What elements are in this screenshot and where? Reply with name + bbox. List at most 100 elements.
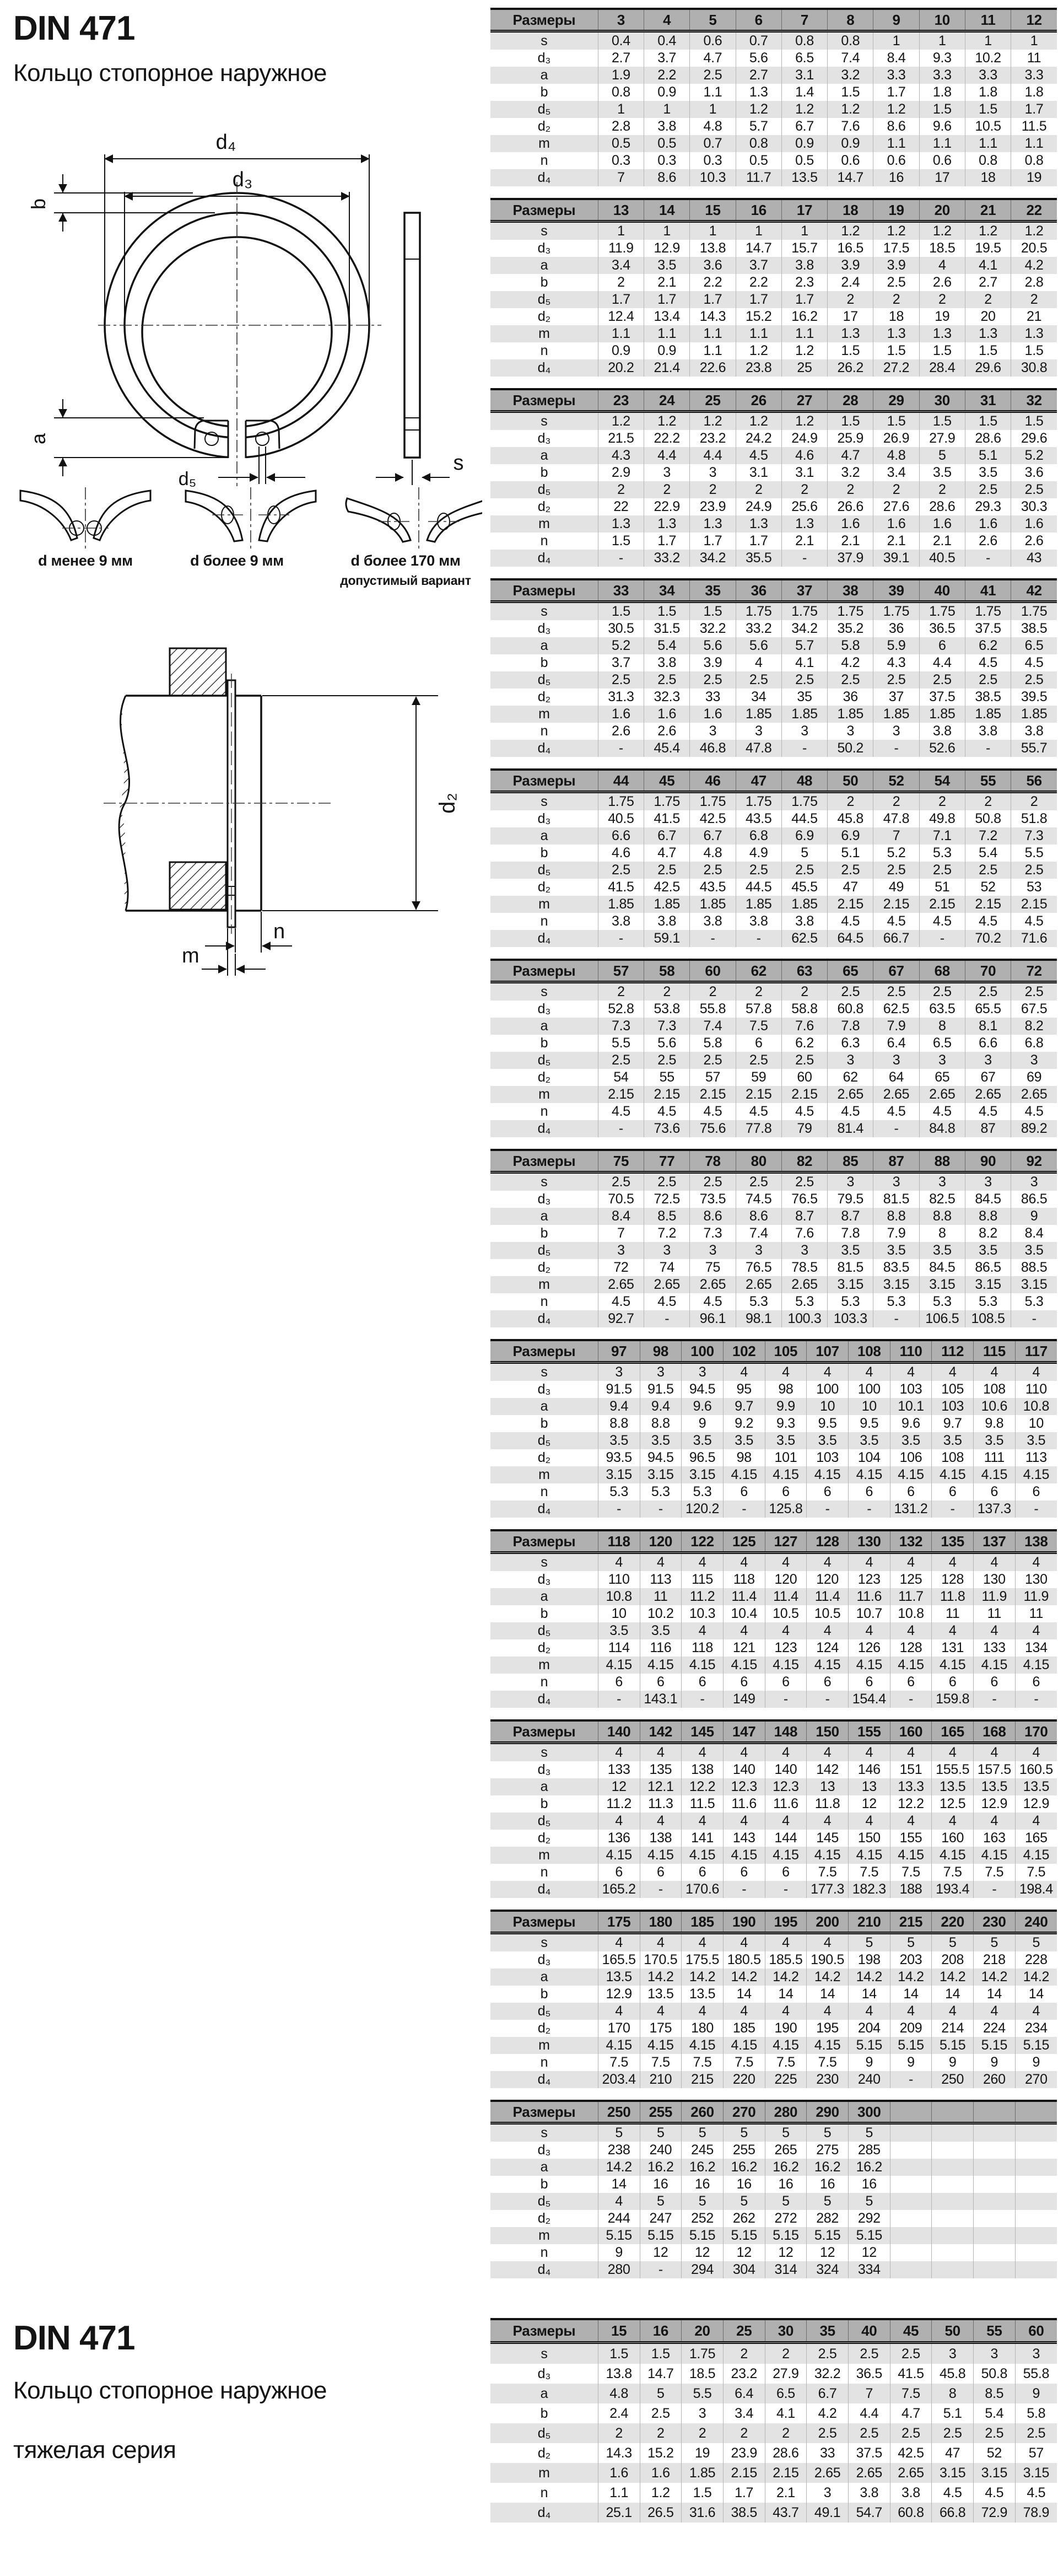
dim-value: 7.5 xyxy=(681,2054,724,2071)
dim-value: 4.4 xyxy=(644,447,690,464)
dim-value: 4.1 xyxy=(964,257,1011,274)
dim-value: 9 xyxy=(889,2054,932,2071)
size-col-header: 77 xyxy=(644,1149,690,1174)
dim-value: 4 xyxy=(1014,1813,1057,1830)
dim-value: 3 xyxy=(735,1242,782,1259)
row-label: m xyxy=(538,2465,550,2481)
dim-value: 5.15 xyxy=(597,2227,640,2244)
dim-value: 4 xyxy=(597,1933,640,1951)
dim-value xyxy=(973,2159,1016,2176)
dim-value: 5.15 xyxy=(848,2037,890,2054)
dim-value: 75.6 xyxy=(689,1120,736,1137)
dim-value: 4 xyxy=(722,2003,765,2020)
dim-value: 3 xyxy=(689,723,736,740)
dim-value: 83.5 xyxy=(873,1259,920,1276)
dim-value: 118 xyxy=(681,1639,724,1657)
row-label: d₄ xyxy=(537,1881,551,1897)
dim-value: 4 xyxy=(681,1552,724,1571)
dim-value: 5.3 xyxy=(735,1293,782,1310)
dim-value: 5 xyxy=(764,2193,807,2210)
din471-table-9: Размеры 118 120 122 125 127 128 130 132 135 137 138… xyxy=(490,1529,1057,1708)
dim-value: 3 xyxy=(639,1362,682,1381)
dim-value: 4 xyxy=(1014,1743,1057,1761)
dim-value: 3 xyxy=(781,723,828,740)
dim-value: 2.1 xyxy=(781,533,828,550)
dim-value: 3.4 xyxy=(873,464,920,481)
dim-value: 38.5 xyxy=(1011,620,1057,637)
dim-value: 121 xyxy=(722,1639,765,1657)
dim-value: 4.15 xyxy=(889,1466,932,1483)
dim-value: 4 xyxy=(806,1743,849,1761)
table-row: a 4.8 5 5.5 6.4 6.5 6.7 7 7.5 8 8.5 9 xyxy=(490,2384,1057,2403)
dim-value: 145 xyxy=(806,1830,849,1847)
size-col-header: 3 xyxy=(597,8,644,33)
table-row: m 2.15 2.15 2.15 2.15 2.15 2.65 2.65 2.65 2.65 2.6… xyxy=(490,1086,1057,1103)
dim-value: 262 xyxy=(722,2210,765,2227)
row-label: s xyxy=(541,1364,548,1380)
dim-value: 154.4 xyxy=(848,1691,890,1708)
table-row: d₃ 13.8 14.7 18.5 23.2 27.9 32.2 36.5 41.5 45.8 50… xyxy=(490,2364,1057,2384)
row-label: s xyxy=(541,794,548,809)
table-row: d₃ 21.5 22.2 23.2 24.2 24.9 25.9 26.9 27.9 28.6 29… xyxy=(490,430,1057,447)
dim-value: 1.7 xyxy=(735,533,782,550)
dim-value: 2 xyxy=(919,792,965,810)
dim-value: 6 xyxy=(973,1674,1016,1691)
dim-value: 5 xyxy=(848,2123,890,2142)
dim-value: 1.3 xyxy=(781,515,828,533)
dim-value: 5.3 xyxy=(827,1293,873,1310)
row-label: d₂ xyxy=(537,119,550,134)
dim-value xyxy=(889,2142,932,2159)
dim-value: 72.9 xyxy=(973,2503,1016,2523)
dim-value xyxy=(889,2210,932,2227)
size-col-header: 21 xyxy=(964,198,1011,223)
dim-value: 3.5 xyxy=(639,1432,682,1449)
dim-value: 5.15 xyxy=(764,2227,807,2244)
dim-value: 270 xyxy=(1014,2071,1057,2088)
row-label: a xyxy=(540,2385,548,2401)
shaft-section-drawing: d₂ n m xyxy=(104,647,460,976)
dim-value: 37.5 xyxy=(964,620,1011,637)
dim-value: 12 xyxy=(848,1795,890,1813)
dim-value: 5.1 xyxy=(964,447,1011,464)
dim-value: 2.15 xyxy=(722,2463,765,2483)
dim-value: 96.5 xyxy=(681,1449,724,1466)
dim-value: 1.75 xyxy=(689,792,736,810)
table-row: d₄ 25.1 26.5 31.6 38.5 43.7 49.1 54.7 60.8 66.8 72… xyxy=(490,2503,1057,2523)
dim-value: 2 xyxy=(827,291,873,308)
dim-value: 2 xyxy=(597,2423,640,2443)
dim-value: 5.7 xyxy=(735,118,782,135)
dim-value: 25.1 xyxy=(597,2503,640,2523)
size-col-header: 132 xyxy=(889,1529,932,1554)
size-col-header: 78 xyxy=(689,1149,736,1174)
page-subtitle-heavy-1: Кольцо стопорное наружное xyxy=(13,2377,327,2404)
dim-value: - xyxy=(639,1501,682,1518)
din471-table-6: Размеры 57 58 60 62 63 65 67 68 70 72 s 2 2 2 2 2 2.5 2.5 2… xyxy=(490,959,1057,1137)
dim-value: 14 xyxy=(931,1986,974,2003)
dim-value xyxy=(889,2176,932,2193)
dim-value xyxy=(931,2123,974,2142)
dim-value: 4.2 xyxy=(806,2403,849,2423)
dim-value: 185 xyxy=(722,2020,765,2037)
dim-value: - xyxy=(1014,1691,1057,1708)
table-row: d₂ 2.8 3.8 4.8 5.7 6.7 7.6 8.6 9.6 10.5 11.5 xyxy=(490,118,1057,135)
dim-value: 175 xyxy=(639,2020,682,2037)
dim-value: 1.7 xyxy=(597,291,644,308)
dim-value: 74 xyxy=(644,1259,690,1276)
dim-value: - xyxy=(781,740,828,757)
dim-value: 95 xyxy=(722,1381,765,1398)
dim-value: 10 xyxy=(597,1605,640,1622)
dim-value: 7.6 xyxy=(827,118,873,135)
table-row: d₄ -59.1- -62.5 64.5 66.7-70.2 71.6 xyxy=(490,930,1057,947)
dim-value: 106.5 xyxy=(919,1310,965,1327)
dim-value: 4.15 xyxy=(889,1657,932,1674)
dim-value: 5 xyxy=(764,2123,807,2142)
table-row: a 4.3 4.4 4.4 4.5 4.6 4.7 4.8 5 5.1 5.2 xyxy=(490,447,1057,464)
size-col-header: 60 xyxy=(1014,2318,1057,2344)
dim-value: 4 xyxy=(681,2003,724,2020)
dim-value: 4.5 xyxy=(689,1293,736,1310)
dim-value: 6.3 xyxy=(827,1035,873,1052)
dim-value: 2 xyxy=(689,481,736,498)
dim-value: 34 xyxy=(735,689,782,706)
dim-value: 89.2 xyxy=(1011,1120,1057,1137)
table-header-label: Размеры xyxy=(490,2100,598,2125)
